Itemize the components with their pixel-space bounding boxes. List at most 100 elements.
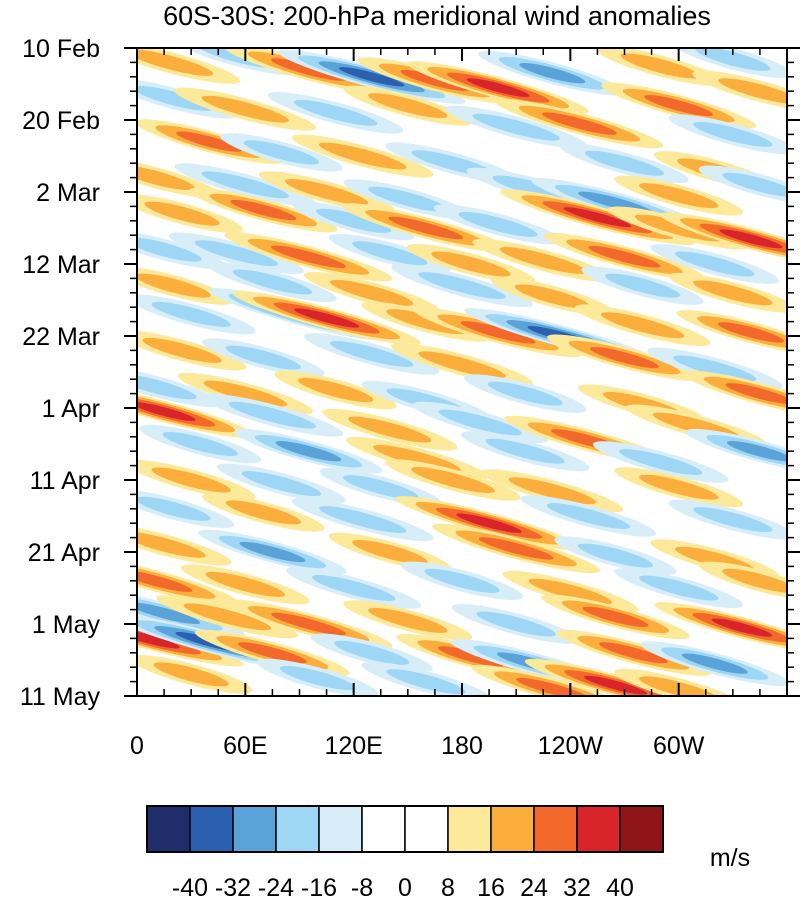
anomaly-contour — [137, 165, 195, 191]
anomaly-contour — [386, 669, 466, 695]
anomaly-streak — [682, 370, 787, 417]
anomaly-contour — [693, 507, 773, 533]
y-tick-label: 11 May — [20, 683, 101, 711]
anomaly-contour — [418, 272, 506, 300]
anomaly-contour — [438, 409, 522, 436]
anomaly-streak — [400, 561, 524, 601]
anomaly-contour — [528, 578, 612, 605]
anomaly-streak — [137, 119, 284, 164]
anomaly-streak — [676, 310, 787, 355]
anomaly-contour — [232, 269, 313, 295]
anomaly-contour — [241, 471, 322, 497]
anomaly-streak — [406, 244, 536, 284]
anomaly-streak — [137, 294, 256, 335]
anomaly-contour — [142, 337, 222, 363]
anomaly-contour — [492, 175, 576, 202]
colorbar-swatch — [576, 805, 621, 853]
anomaly-streak — [391, 343, 533, 387]
anomaly-contour — [162, 431, 238, 457]
anomaly-streak — [341, 203, 510, 253]
anomaly-contour — [476, 611, 556, 637]
anomaly-streak — [541, 594, 690, 640]
anomaly-streak — [137, 655, 253, 694]
anomaly-streak — [668, 499, 787, 540]
anomaly-streak — [671, 48, 787, 79]
anomaly-streak — [189, 187, 338, 233]
anomaly-streak — [137, 266, 235, 305]
anomaly-streak — [286, 567, 422, 609]
anomaly-streak — [208, 262, 337, 302]
anomaly-streak — [650, 244, 780, 284]
anomaly-contour — [153, 662, 229, 687]
anomaly-streak — [614, 568, 744, 608]
anomaly-field — [137, 48, 787, 696]
anomaly-streak — [304, 272, 440, 314]
anomaly-contour — [438, 646, 504, 667]
colorbar-swatch — [361, 805, 406, 853]
anomaly-contour — [466, 78, 530, 98]
anomaly-streak — [464, 374, 587, 413]
anomaly-streak — [224, 48, 393, 95]
colorbar-label: 16 — [477, 874, 505, 902]
anomaly-contour — [271, 612, 346, 636]
anomaly-contour — [243, 140, 320, 165]
anomaly-contour — [726, 441, 787, 462]
anomaly-streak — [291, 498, 434, 542]
anomaly-contour — [599, 642, 668, 664]
anomaly-contour — [352, 539, 428, 565]
anomaly-streak — [520, 495, 657, 537]
anomaly-streak — [220, 133, 343, 172]
colorbar: -40 -32 -24 -16 -8 0 8 16 24 32 40 — [146, 805, 664, 902]
x-tick-label: 120E — [324, 732, 382, 760]
anomaly-streak — [137, 489, 235, 529]
x-tick-label: 120W — [538, 732, 604, 760]
anomaly-contour — [319, 142, 407, 170]
anomaly-contour — [577, 543, 654, 568]
anomaly-streak — [385, 459, 521, 501]
colorbar-swatch — [404, 805, 449, 853]
colorbar-frame — [146, 805, 664, 853]
anomaly-contour — [151, 467, 231, 493]
anomaly-streak — [647, 347, 783, 390]
anomaly-contour — [478, 537, 554, 560]
anomaly-streak — [451, 604, 581, 644]
anomaly-streak — [232, 290, 421, 346]
anomaly-contour — [339, 67, 405, 87]
anomaly-streak — [412, 401, 548, 444]
anomaly-contour — [237, 642, 307, 664]
anomaly-streak — [217, 463, 346, 504]
anomaly-contour — [719, 229, 783, 249]
anomaly-contour — [590, 347, 659, 369]
anomaly-contour — [519, 63, 586, 84]
anomaly-streak — [234, 428, 383, 474]
anomaly-streak — [668, 114, 787, 155]
anomaly-streak — [198, 529, 347, 575]
anomaly-streak — [202, 493, 325, 532]
anomaly-contour — [225, 500, 302, 525]
anomaly-streak — [432, 523, 601, 574]
anomaly-streak — [391, 264, 533, 308]
anomaly-streak — [554, 536, 677, 575]
anomaly-contour — [695, 48, 771, 71]
anomaly-streak — [224, 599, 393, 649]
anomaly-contour — [284, 179, 369, 205]
anomaly-contour — [230, 199, 297, 221]
anomaly-contour — [205, 571, 285, 597]
anomaly-contour — [348, 416, 432, 443]
anomaly-contour — [137, 628, 180, 649]
anomaly-contour — [137, 85, 213, 111]
anomaly-streak — [174, 163, 317, 207]
anomaly-contour — [418, 351, 506, 379]
y-tick-label: 12 Mar — [22, 251, 100, 279]
anomaly-streak — [137, 230, 226, 269]
anomaly-contour — [144, 201, 220, 226]
anomaly-contour — [600, 312, 685, 339]
colorbar-swatch — [619, 805, 664, 853]
anomaly-contour — [456, 513, 522, 533]
anomaly-streak — [601, 82, 757, 129]
y-tick-label: 21 Apr — [28, 539, 100, 567]
anomaly-streak — [581, 266, 704, 305]
anomaly-streak — [546, 334, 703, 381]
anomaly-streak — [137, 610, 244, 667]
